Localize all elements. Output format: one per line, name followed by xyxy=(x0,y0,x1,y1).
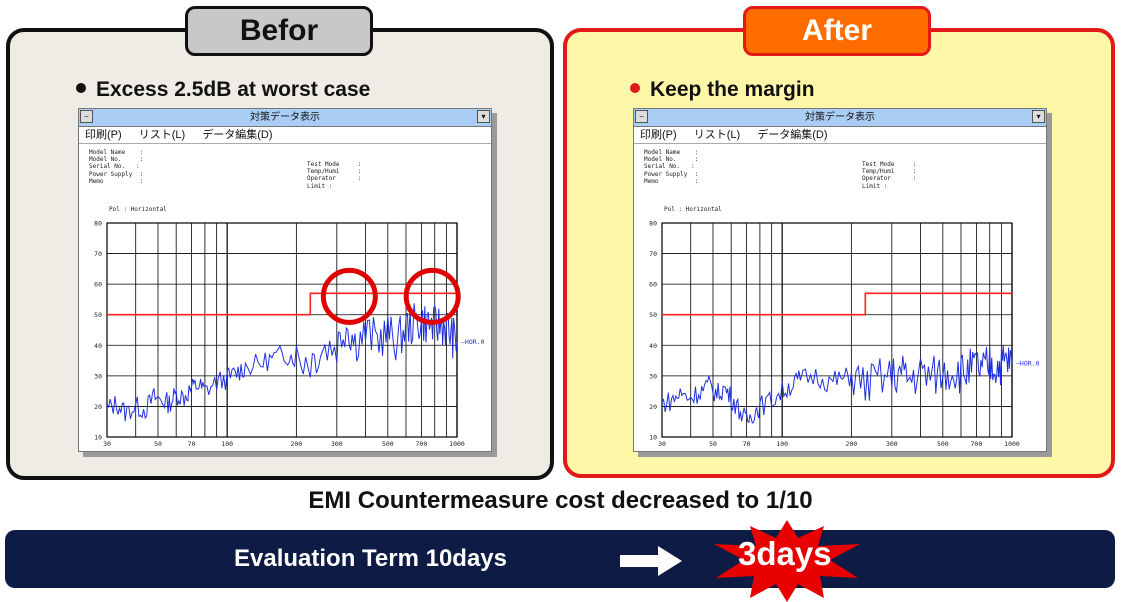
y-tick-label: 80 xyxy=(94,220,102,228)
minimize-icon[interactable]: ▾ xyxy=(477,110,490,123)
after-window: − 対策データ表示 ▾ 印刷(P) リスト(L) データ編集(D) Model … xyxy=(633,108,1053,458)
x-tick-label: 30 xyxy=(103,440,111,448)
menubar: 印刷(P) リスト(L) データ編集(D) xyxy=(79,127,491,144)
x-tick-label: 70 xyxy=(743,440,751,448)
x-tick-label: 100 xyxy=(221,440,233,448)
window-titlebar: − 対策データ表示 ▾ xyxy=(79,109,491,127)
x-tick-label: 30 xyxy=(658,440,666,448)
system-menu-icon[interactable]: − xyxy=(80,110,93,123)
menu-item-data-edit[interactable]: データ編集(D) xyxy=(202,129,273,141)
menu-item-list[interactable]: リスト(L) xyxy=(138,129,186,141)
before-chart: 10 20 30 40 50 60 70 80 30 50 70 100 200 300 500 700 100… xyxy=(94,220,485,449)
bullet-dot-icon xyxy=(630,83,640,94)
series-line xyxy=(661,345,1013,424)
x-tick-label: 700 xyxy=(971,440,983,448)
x-tick-label: 300 xyxy=(886,440,898,448)
menubar: 印刷(P) リスト(L) データ編集(D) xyxy=(634,127,1046,144)
meta-right: Test Mode : Temp/Humi : Operator : Limit… xyxy=(862,161,917,190)
highlight-days: 3days xyxy=(738,535,832,572)
y-tick-label: 30 xyxy=(94,372,102,380)
y-tick-label: 20 xyxy=(649,403,657,411)
x-tick-label: 70 xyxy=(188,440,196,448)
system-menu-icon[interactable]: − xyxy=(635,110,648,123)
limit-line xyxy=(662,292,1012,316)
polarization-label: Pol : Horizontal xyxy=(664,206,722,213)
before-tab: Befor xyxy=(185,6,373,56)
banner-text: Evaluation Term 10days xyxy=(234,545,507,572)
x-tick-label: 500 xyxy=(937,440,949,448)
window-frame: − 対策データ表示 ▾ 印刷(P) リスト(L) データ編集(D) Model … xyxy=(78,108,492,452)
window-title: 対策データ表示 xyxy=(805,112,875,123)
y-tick-label: 40 xyxy=(94,342,102,350)
meta-left: Model Name : Model No. : Serial No. : Po… xyxy=(89,149,144,185)
series-label: —HOR.0 xyxy=(461,338,485,346)
series-line xyxy=(106,303,458,422)
y-tick-label: 50 xyxy=(649,311,657,319)
x-tick-label: 1000 xyxy=(1004,440,1020,448)
plot-area xyxy=(661,222,1013,438)
plot-area xyxy=(106,222,458,438)
menu-item-list[interactable]: リスト(L) xyxy=(693,129,741,141)
limit-line xyxy=(107,292,457,316)
polarization-label: Pol : Horizontal xyxy=(109,206,167,213)
x-tick-label: 200 xyxy=(845,440,857,448)
x-tick-label: 300 xyxy=(331,440,343,448)
y-tick-label: 70 xyxy=(649,250,657,258)
after-tab: After xyxy=(743,6,931,56)
y-tick-label: 10 xyxy=(649,434,657,442)
before-bullet-text: Excess 2.5dB at worst case xyxy=(96,78,371,101)
after-bullet-text: Keep the margin xyxy=(650,78,815,101)
before-bullet: Excess 2.5dB at worst case xyxy=(76,78,370,102)
before-window: − 対策データ表示 ▾ 印刷(P) リスト(L) データ編集(D) Model … xyxy=(78,108,498,458)
x-tick-label: 700 xyxy=(416,440,428,448)
bullet-dot-icon xyxy=(76,83,86,94)
right-arrow-icon xyxy=(620,546,682,576)
excess-highlight-circle xyxy=(403,267,461,325)
y-tick-label: 80 xyxy=(649,220,657,228)
x-tick-label: 100 xyxy=(776,440,788,448)
x-tick-label: 50 xyxy=(709,440,717,448)
y-tick-label: 50 xyxy=(94,311,102,319)
series-label: —HOR.0 xyxy=(1016,360,1040,368)
meta-left: Model Name : Model No. : Serial No. : Po… xyxy=(644,149,699,185)
banner xyxy=(5,530,1115,588)
y-tick-label: 10 xyxy=(94,434,102,442)
after-bullet: Keep the margin xyxy=(630,78,815,102)
window-title: 対策データ表示 xyxy=(250,112,320,123)
y-tick-label: 20 xyxy=(94,403,102,411)
meta-right: Test Mode : Temp/Humi : Operator : Limit… xyxy=(307,161,362,190)
window-titlebar: − 対策データ表示 ▾ xyxy=(634,109,1046,127)
x-tick-label: 1000 xyxy=(449,440,465,448)
excess-highlight-circle xyxy=(320,267,378,325)
y-tick-label: 60 xyxy=(94,281,102,289)
x-tick-label: 500 xyxy=(382,440,394,448)
menu-item-data-edit[interactable]: データ編集(D) xyxy=(757,129,828,141)
menu-item-print[interactable]: 印刷(P) xyxy=(85,129,122,141)
y-tick-label: 30 xyxy=(649,372,657,380)
y-tick-label: 60 xyxy=(649,281,657,289)
y-tick-label: 40 xyxy=(649,342,657,350)
after-chart: 10 20 30 40 50 60 70 80 30 50 70 100 200 300 500 700 100… xyxy=(649,220,1040,449)
menu-item-print[interactable]: 印刷(P) xyxy=(640,129,677,141)
x-tick-label: 200 xyxy=(290,440,302,448)
window-frame: − 対策データ表示 ▾ 印刷(P) リスト(L) データ編集(D) Model … xyxy=(633,108,1047,452)
caption: EMI Countermeasure cost decreased to 1/1… xyxy=(308,487,813,514)
x-tick-label: 50 xyxy=(154,440,162,448)
starburst-icon xyxy=(714,520,860,602)
minimize-icon[interactable]: ▾ xyxy=(1032,110,1045,123)
y-tick-label: 70 xyxy=(94,250,102,258)
